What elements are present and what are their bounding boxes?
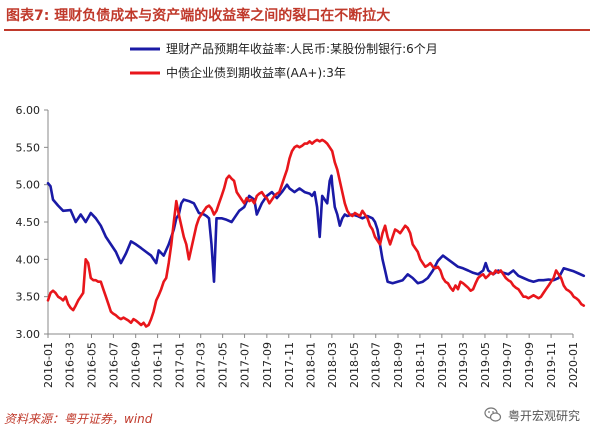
- x-tick-label: 2018-11: [414, 342, 427, 388]
- x-tick-label: 2016-09: [130, 342, 143, 388]
- x-axis: 2016-01 2016-03 2016-05 2016-07 2016-09 2016-…: [42, 333, 580, 388]
- y-tick-label: 5.50: [16, 141, 41, 154]
- y-tick-label: 3.50: [16, 291, 41, 304]
- x-tick-label: 2018-05: [348, 342, 361, 388]
- x-tick-label: 2018-09: [392, 342, 405, 388]
- source-note: 资料来源：粤开证券，wind: [4, 412, 153, 426]
- x-tick-label: 2020-01: [567, 342, 580, 388]
- x-tick-label: 2019-09: [523, 342, 536, 388]
- y-tick-label: 4.50: [16, 216, 41, 229]
- legend: 理财产品预期年收益率:人民币:某股份制银行:6个月中债企业债到期收益率(AA+)…: [130, 41, 438, 80]
- title-rule: [4, 29, 590, 31]
- line-chart: 理财产品预期年收益率:人民币:某股份制银行:6个月中债企业债到期收益率(AA+)…: [16, 41, 586, 388]
- x-tick-label: 2019-01: [436, 342, 449, 388]
- x-tick-label: 2016-07: [107, 342, 120, 388]
- x-tick-label: 2018-07: [370, 342, 383, 388]
- y-tick-label: 4.00: [16, 253, 41, 266]
- x-tick-label: 2018-01: [305, 342, 318, 388]
- y-tick-label: 3.00: [16, 328, 41, 341]
- x-tick-label: 2017-11: [283, 342, 296, 388]
- figure-title: 图表7: 理财负债成本与资产端的收益率之间的裂口在不断拉大: [6, 8, 391, 24]
- x-tick-label: 2016-05: [85, 342, 98, 388]
- x-tick-label: 2019-03: [457, 342, 470, 388]
- watermark-label: 粤开宏观研究: [507, 408, 580, 423]
- x-tick-label: 2016-11: [152, 342, 165, 388]
- wechat-icon: [484, 407, 502, 422]
- y-axis: 3.00 3.50 4.00 4.50 5.00 5.50 6.00: [16, 104, 49, 341]
- legend-label-1: 理财产品预期年收益率:人民币:某股份制银行:6个月: [166, 41, 438, 56]
- plot-area: [46, 138, 586, 328]
- x-tick-label: 2019-07: [501, 342, 514, 388]
- series-line-1: [46, 174, 586, 285]
- x-tick-label: 2017-01: [174, 342, 187, 388]
- x-tick-label: 2017-09: [261, 342, 274, 388]
- x-tick-label: 2019-05: [479, 342, 492, 388]
- y-tick-label: 5.00: [16, 179, 41, 192]
- x-tick-label: 2017-03: [195, 342, 208, 388]
- legend-label-2: 中债企业债到期收益率(AA+):3年: [166, 65, 346, 80]
- y-tick-label: 6.00: [16, 104, 41, 117]
- x-tick-label: 2016-03: [64, 342, 77, 388]
- figure-header: 图表7: 理财负债成本与资产端的收益率之间的裂口在不断拉大: [2, 2, 590, 31]
- x-tick-label: 2017-05: [217, 342, 230, 388]
- x-tick-label: 2017-07: [239, 342, 252, 388]
- series-line-2: [46, 138, 586, 328]
- watermark: 粤开宏观研究: [484, 404, 580, 426]
- x-tick-label: 2018-03: [326, 342, 339, 388]
- x-tick-label: 2019-11: [545, 342, 558, 388]
- x-tick-label: 2016-01: [42, 342, 55, 388]
